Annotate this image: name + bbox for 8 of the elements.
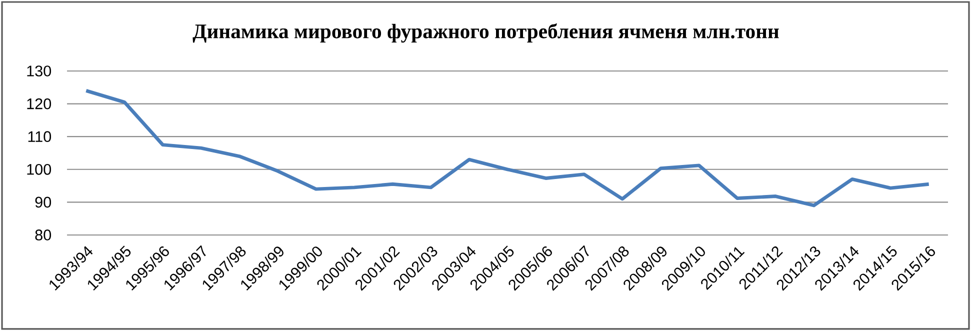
line-series (84, 88, 931, 208)
y-tick-label: 90 (35, 196, 52, 208)
y-tick-label: 80 (35, 230, 52, 240)
y-tick-label: 120 (27, 98, 52, 110)
y-tick-label: 130 (27, 66, 52, 76)
chart-title: Динамика мирового фуражного потребления ячменя млн.тонн (192, 23, 779, 43)
y-tick-label: 100 (27, 164, 52, 175)
y-tick-label: 110 (28, 131, 52, 142)
